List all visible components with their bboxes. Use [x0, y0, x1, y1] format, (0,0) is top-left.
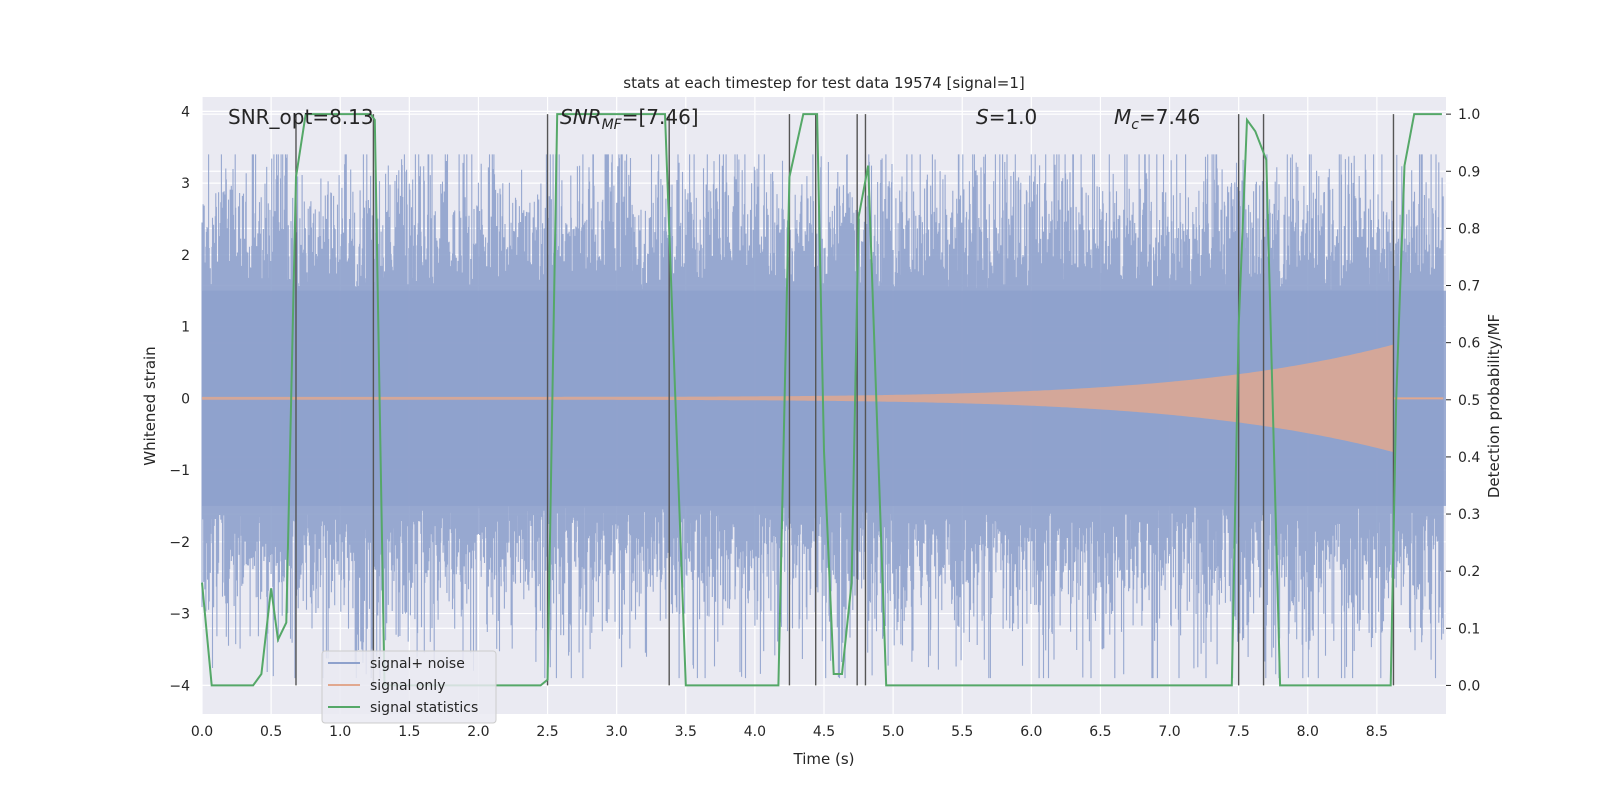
- chirp-envelope: [202, 344, 1394, 453]
- y-right-tick-label: 0.2: [1458, 564, 1480, 580]
- x-tick-label: 2.5: [536, 724, 558, 740]
- x-tick-label: 2.0: [467, 724, 489, 740]
- y-left-tick-label: 4: [181, 104, 190, 120]
- y-left-tick-label: −1: [169, 463, 190, 479]
- y-axis-right-label: Detection probability/MF: [1485, 314, 1503, 498]
- x-tick-label: 4.0: [744, 724, 766, 740]
- x-tick-label: 3.5: [675, 724, 697, 740]
- tick-labels: 0.0 0.5 1.0 1.5 2.0 2.5 3.0 3.5 4.0 4.5 5.0 5.5 6.0 6…: [169, 104, 1480, 740]
- y-left-tick-label: 2: [181, 248, 190, 264]
- legend-box: [321, 650, 497, 724]
- annotation-s: S=1.0: [976, 105, 1037, 129]
- series-signal-only: [202, 344, 1444, 453]
- x-tick-label: 1.0: [329, 724, 351, 740]
- y-right-tick-label: 0.5: [1458, 393, 1480, 409]
- x-axis-label: Time (s): [793, 750, 855, 768]
- statistics-line: [201, 113, 1442, 687]
- x-tick-label: 0.0: [191, 724, 213, 740]
- y-right-tick-label: 1.0: [1458, 107, 1480, 123]
- x-tick-label: 4.5: [813, 724, 835, 740]
- y-right-tick-label: 0.7: [1458, 279, 1480, 295]
- annotation-snr-opt: SNR_opt=8.13: [228, 105, 374, 129]
- x-tick-label: 8.0: [1297, 724, 1319, 740]
- annotation-mc-value: =7.46: [1139, 105, 1200, 129]
- y-left-tick-label: −3: [169, 607, 190, 623]
- x-tick-label: 0.5: [260, 724, 282, 740]
- x-tick-label: 6.5: [1089, 724, 1111, 740]
- annotation-snr-mf-value: =[7.46]: [622, 105, 699, 129]
- annotation-snr-mf-subscript: MF: [602, 117, 623, 133]
- y-left-tick-label: −4: [169, 678, 190, 694]
- y-axis-left-label: Whitened strain: [141, 346, 159, 465]
- y-left-tick-label: −2: [169, 535, 190, 551]
- x-tick-label: 1.5: [398, 724, 420, 740]
- legend-label-signal-noise: signal+ noise: [370, 656, 465, 672]
- x-tick-label: 7.0: [1158, 724, 1180, 740]
- x-tick-label: 6.0: [1020, 724, 1042, 740]
- annotation-mc-subscript: c: [1131, 117, 1139, 133]
- y-left-tick-label: 0: [181, 391, 190, 407]
- annotation-mc: Mc=7.46: [1114, 105, 1200, 133]
- annotation-snr-mf: SNRMF=[7.46]: [560, 105, 699, 133]
- legend-label-signal-only: signal only: [370, 678, 445, 694]
- x-tick-label: 8.5: [1366, 724, 1388, 740]
- annotation-s-symbol: S: [976, 105, 989, 129]
- x-tick-label: 3.0: [606, 724, 628, 740]
- x-tick-label: 7.5: [1228, 724, 1250, 740]
- annotation-mc-symbol: M: [1114, 105, 1131, 129]
- y-right-tick-label: 0.4: [1458, 450, 1480, 466]
- legend-label-signal-statistics: signal statistics: [370, 700, 478, 716]
- legend: signal+ noise signal only signal statist…: [321, 650, 497, 724]
- series-signal-statistics: [201, 113, 1442, 687]
- y-left-tick-label: 3: [181, 176, 190, 192]
- x-tick-label: 5.0: [882, 724, 904, 740]
- y-right-tick-label: 0.6: [1458, 336, 1480, 352]
- y-right-tick-label: 0.1: [1458, 621, 1480, 637]
- y-right-tick-label: 0.8: [1458, 221, 1480, 237]
- y-right-tick-label: 0.0: [1458, 678, 1480, 694]
- vertical-markers: [295, 114, 1395, 686]
- annotation-s-value: =1.0: [989, 105, 1038, 129]
- annotation-snr-mf-symbol: SNR: [560, 105, 602, 129]
- y-left-tick-label: 1: [181, 320, 190, 336]
- y-right-tick-label: 0.3: [1458, 507, 1480, 523]
- chart-title: stats at each timestep for test data 195…: [623, 74, 1024, 92]
- y-right-tick-label: 0.9: [1458, 164, 1480, 180]
- x-tick-label: 5.5: [951, 724, 973, 740]
